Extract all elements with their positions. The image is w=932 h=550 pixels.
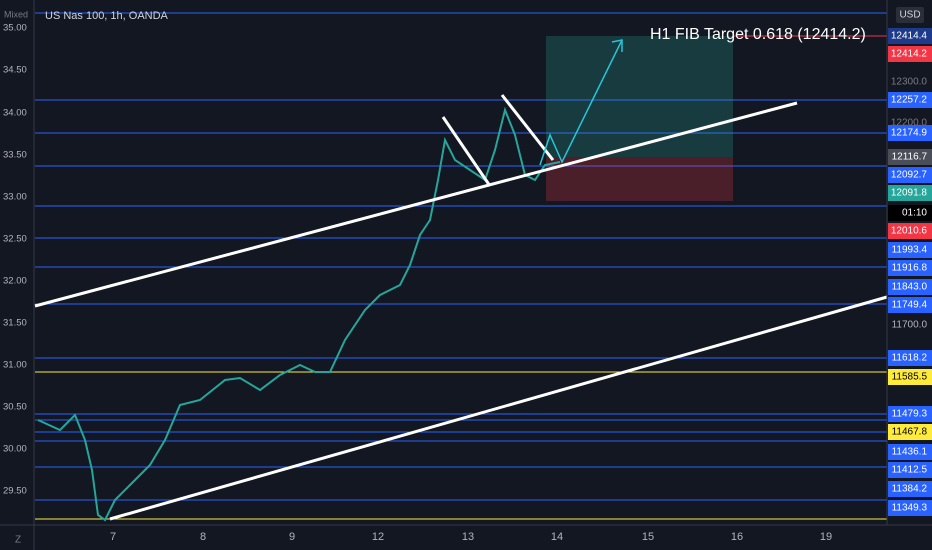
projection-arrow — [539, 39, 623, 166]
price-label: 11700.0 — [892, 320, 928, 331]
price-label: 12010.6 — [891, 226, 928, 237]
price-label-box — [888, 500, 932, 516]
price-label: 11749.4 — [892, 300, 928, 311]
price-label-box — [888, 462, 932, 478]
price-label-box — [888, 223, 932, 239]
x-tick-label: 16 — [731, 531, 743, 543]
profit-zone — [546, 36, 733, 157]
price-label: 11349.3 — [892, 503, 928, 514]
left-tick-label: 32.00 — [3, 276, 27, 287]
left-tick-label: 35.00 — [3, 23, 27, 34]
price-label-box — [888, 92, 932, 108]
price-label: 12092.7 — [891, 170, 928, 181]
price-label-box — [888, 350, 932, 366]
price-path — [37, 106, 561, 522]
price-label: 11479.3 — [892, 409, 928, 420]
symbol: US Nas 100, 1h, OANDA — [45, 10, 169, 22]
x-tick-label: 14 — [551, 531, 563, 543]
arrow-head — [611, 39, 623, 52]
price-label-box — [888, 481, 932, 497]
price-label: 12414.2 — [891, 49, 928, 60]
footer-icon[interactable]: Z — [15, 535, 21, 546]
left-tick-label: 30.50 — [3, 402, 27, 413]
lower-channel — [109, 295, 888, 521]
price-label-box — [888, 125, 932, 141]
flag-line — [441, 116, 492, 187]
price-label-box — [888, 46, 932, 62]
loss-zone — [546, 157, 733, 201]
price-label-box — [888, 424, 932, 440]
x-tick-label: 19 — [820, 531, 832, 543]
currency-box[interactable] — [896, 7, 924, 23]
price-label: 11467.8 — [892, 427, 928, 438]
price-label: 11843.0 — [892, 282, 928, 293]
x-tick-label: 13 — [462, 531, 474, 543]
x-tick-label: 7 — [110, 531, 116, 543]
left-tick-label: 33.00 — [3, 192, 27, 203]
price-label: 12200.0 — [891, 118, 928, 129]
left-tick-label: 33.50 — [3, 150, 27, 161]
price-label-box — [888, 149, 932, 165]
level-lines — [35, 12, 887, 501]
x-tick-label: 15 — [642, 531, 654, 543]
left-tick-label: 34.00 — [3, 108, 27, 119]
x-tick-label: 9 — [289, 531, 295, 543]
price-label: 12414.4 — [891, 31, 928, 42]
x-tick-label: 12 — [372, 531, 384, 543]
price-label: 01:10 — [902, 208, 927, 219]
price-label-box — [888, 242, 932, 258]
price-label-box — [888, 444, 932, 460]
price-label-box — [888, 279, 932, 295]
left-tick-label: 34.50 — [3, 65, 27, 76]
price-label: 11916.8 — [892, 263, 928, 274]
mode: Mixed — [4, 9, 28, 19]
price-label-box — [888, 28, 932, 44]
price-label-box — [888, 260, 932, 276]
left-tick-label: 31.50 — [3, 318, 27, 329]
price-label-box — [888, 406, 932, 422]
price-label: 11436.1 — [892, 447, 928, 458]
price-label: 12257.2 — [891, 95, 928, 106]
price-label-box — [888, 167, 932, 183]
price-label: 12091.8 — [891, 188, 928, 199]
left-tick-label: 31.00 — [3, 360, 27, 371]
annotation: H1 FIB Target 0.618 (12414.2) — [650, 26, 866, 43]
price-label: 12174.9 — [891, 128, 928, 139]
price-label: 11412.5 — [892, 465, 928, 476]
price-label: 11993.4 — [892, 245, 928, 256]
price-label: 11585.5 — [892, 372, 928, 383]
price-label: 11618.2 — [892, 353, 928, 364]
price-label: 12300.0 — [891, 77, 928, 88]
left-tick-label: 32.50 — [3, 234, 27, 245]
price-label: 11384.2 — [892, 484, 928, 495]
price-label-box — [888, 369, 932, 385]
price-label-box — [888, 297, 932, 313]
upper-channel — [34, 101, 798, 308]
left-tick-label: 29.50 — [3, 486, 27, 497]
x-tick-label: 8 — [200, 531, 206, 543]
currency[interactable]: USD — [899, 10, 920, 21]
left-tick-label: 30.00 — [3, 444, 27, 455]
price-label: 12116.7 — [892, 152, 928, 163]
price-label-box — [888, 185, 932, 201]
price-label-box — [888, 205, 932, 221]
